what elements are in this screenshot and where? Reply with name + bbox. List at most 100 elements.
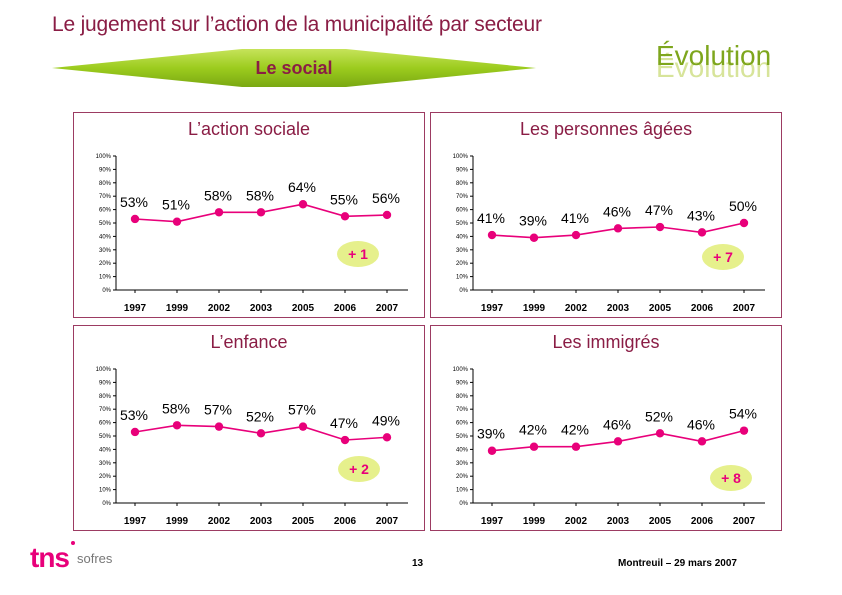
- data-label: 54%: [729, 406, 757, 422]
- y-tick-label: 60%: [456, 421, 469, 427]
- data-point: [172, 217, 182, 226]
- data-point: [340, 435, 350, 445]
- x-tick-label: 2002: [208, 516, 231, 527]
- x-tick-label: 2006: [334, 516, 357, 527]
- y-tick-label: 90%: [456, 380, 469, 386]
- x-tick-label: 1999: [523, 516, 546, 527]
- data-point: [655, 429, 665, 438]
- page-number: 13: [412, 558, 424, 569]
- data-label: 50%: [729, 198, 757, 214]
- y-tick-label: 50%: [456, 221, 469, 227]
- data-point: [571, 442, 581, 451]
- data-label: 57%: [204, 402, 232, 418]
- y-tick-label: 40%: [456, 447, 469, 453]
- y-tick-label: 100%: [453, 154, 469, 160]
- data-label: 53%: [120, 194, 148, 210]
- x-tick-label: 2005: [292, 516, 315, 527]
- y-tick-label: 60%: [99, 208, 112, 214]
- y-tick-label: 10%: [456, 275, 469, 281]
- y-tick-label: 100%: [453, 367, 469, 373]
- x-tick-label: 1997: [124, 303, 147, 314]
- y-tick-label: 60%: [99, 421, 112, 427]
- chart-personnes-agees: 0% 10% 20% 30% 40% 50% 60% 70% 80% 90% 100% 1997 199…: [453, 154, 765, 314]
- chart-action-sociale: 0% 10% 20% 30% 40% 50% 60% 70% 80% 90% 100% 1997 199…: [96, 154, 408, 314]
- data-label: 56%: [372, 190, 400, 206]
- data-point: [529, 233, 539, 242]
- data-label: 46%: [603, 416, 631, 432]
- y-tick-label: 70%: [456, 194, 469, 200]
- section-label: Le social: [255, 58, 333, 78]
- evolution-value: + 7: [713, 249, 733, 265]
- evolution-badge: [710, 465, 752, 491]
- chart-panel-enfance: 0% 10% 20% 30% 40% 50% 60% 70% 80% 90% 100% 1997 199…: [73, 325, 425, 531]
- evolution-badge: [702, 244, 744, 270]
- y-tick-label: 30%: [99, 248, 112, 254]
- x-tick-label: 2005: [649, 516, 672, 527]
- data-point: [214, 422, 224, 431]
- y-tick-label: 0%: [102, 501, 111, 507]
- x-tick-label: 2006: [691, 516, 714, 527]
- data-label: 64%: [288, 179, 316, 195]
- x-tick-label: 1997: [481, 303, 504, 314]
- data-label: 46%: [687, 416, 715, 432]
- x-tick-label: 2007: [733, 303, 756, 314]
- data-point: [529, 442, 539, 451]
- data-label: 52%: [246, 408, 274, 424]
- data-label: 41%: [561, 210, 589, 226]
- logo-main: tns: [30, 542, 70, 573]
- x-tick-label: 1999: [166, 303, 189, 314]
- data-point: [697, 228, 707, 237]
- y-tick-label: 70%: [99, 407, 112, 413]
- x-tick-label: 2007: [733, 516, 756, 527]
- y-tick-label: 70%: [456, 407, 469, 413]
- data-point: [340, 212, 350, 221]
- y-tick-label: 30%: [456, 461, 469, 467]
- evolution-badge: [338, 456, 380, 482]
- y-tick-label: 40%: [99, 447, 112, 453]
- y-tick-label: 100%: [96, 154, 112, 160]
- chart-panel-personnes-agees: 0% 10% 20% 30% 40% 50% 60% 70% 80% 90% 100% 1997 199…: [430, 112, 782, 318]
- data-point: [298, 422, 308, 431]
- data-point: [613, 224, 623, 233]
- y-tick-label: 80%: [456, 394, 469, 400]
- chart-title: Les personnes âgées: [519, 119, 693, 139]
- data-point: [130, 214, 140, 224]
- chart-enfance: 0% 10% 20% 30% 40% 50% 60% 70% 80% 90% 100% 1997 199…: [96, 367, 408, 527]
- data-point: [298, 200, 308, 209]
- chart-immigres: 0% 10% 20% 30% 40% 50% 60% 70% 80% 90% 100% 1997 199…: [453, 367, 765, 527]
- data-label: 49%: [372, 412, 400, 428]
- y-tick-label: 50%: [456, 434, 469, 440]
- y-tick-label: 20%: [99, 474, 112, 480]
- evolution-heading-text: Évolution: [656, 40, 772, 71]
- y-tick-label: 30%: [456, 248, 469, 254]
- data-label: 58%: [204, 187, 232, 203]
- data-point: [382, 433, 392, 442]
- y-tick-label: 80%: [99, 394, 112, 400]
- y-tick-label: 90%: [456, 167, 469, 173]
- x-tick-label: 1997: [481, 516, 504, 527]
- y-tick-label: 30%: [99, 461, 112, 467]
- y-tick-label: 90%: [99, 167, 112, 173]
- x-tick-label: 2002: [208, 303, 231, 314]
- chart-title: L’action sociale: [187, 119, 311, 139]
- y-tick-label: 0%: [459, 288, 468, 294]
- data-point: [571, 230, 581, 240]
- data-point: [214, 208, 224, 217]
- evolution-value: + 2: [349, 461, 369, 477]
- data-label: 39%: [477, 426, 505, 442]
- evolution-heading-shadow: Évolution: [656, 52, 772, 83]
- x-tick-label: 2003: [250, 516, 273, 527]
- y-tick-label: 20%: [99, 261, 112, 267]
- data-label: 58%: [162, 400, 190, 416]
- data-label: 47%: [645, 202, 673, 218]
- section-banner-shape: [52, 49, 536, 87]
- evolution-value: + 8: [721, 470, 741, 486]
- y-tick-label: 60%: [456, 208, 469, 214]
- chart-panel-immigres: 0% 10% 20% 30% 40% 50% 60% 70% 80% 90% 100% 1997 199…: [430, 325, 782, 531]
- x-tick-label: 2003: [250, 303, 273, 314]
- x-tick-label: 2005: [649, 303, 672, 314]
- y-tick-label: 80%: [456, 181, 469, 187]
- data-point: [655, 222, 665, 232]
- y-tick-label: 100%: [96, 367, 112, 373]
- data-label: 42%: [519, 422, 547, 438]
